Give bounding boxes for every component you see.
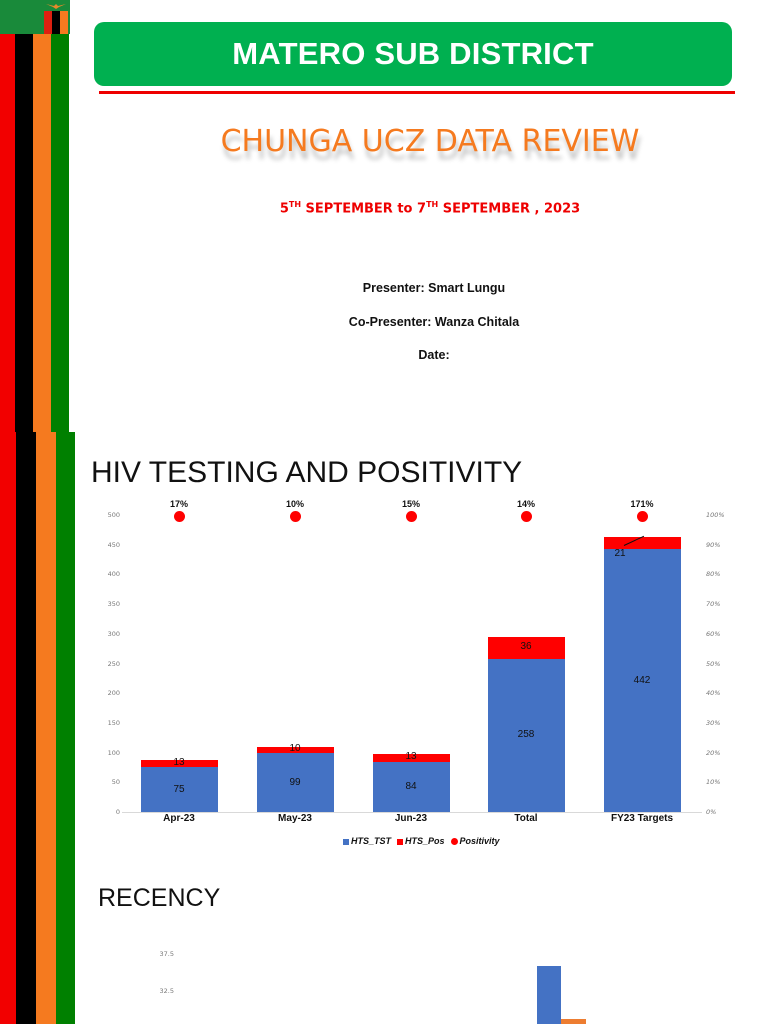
- bar-hts-pos: [372, 754, 450, 763]
- recency-bar-blue: [537, 966, 561, 1024]
- positivity-dot-icon: [637, 511, 648, 522]
- positivity-dot-icon: [406, 511, 417, 522]
- chart-legend: HTS_TST HTS_Pos Positivity: [343, 836, 500, 846]
- recency-y-tick: 32.5: [159, 987, 174, 995]
- zambia-flag-strip: [0, 0, 70, 432]
- flag-stripes: [0, 34, 70, 432]
- y-axis-left-tick: 200: [107, 689, 120, 698]
- presenter-name: Presenter: Smart Lungu: [362, 281, 506, 295]
- y-axis-right-tick: 40%: [706, 689, 721, 698]
- hts-pos-value: 21: [614, 548, 626, 560]
- legend-hts-pos: HTS_Pos: [397, 836, 445, 846]
- hts-tst-value: 442: [633, 674, 651, 686]
- flag-mini-red: [44, 11, 52, 34]
- y-axis-left-tick: 400: [107, 570, 120, 579]
- hts-pos-value: 13: [173, 756, 185, 768]
- review-dates: 5TH SEPTEMBER to 7TH SEPTEMBER , 2023: [279, 200, 581, 217]
- hts-tst-value: 99: [289, 776, 301, 788]
- legend-swatch-icon: [343, 838, 349, 845]
- bar-hts-pos: [603, 536, 681, 550]
- x-axis-line: [122, 812, 702, 813]
- presentation-subtitle: CHUNGA UCZ DATA REVIEW: [220, 124, 640, 159]
- positivity-dot-icon: [521, 511, 532, 522]
- bar-hts-tst: [372, 762, 450, 812]
- positivity-value: 17%: [169, 499, 188, 509]
- zambia-flag-strip: [0, 432, 75, 1024]
- y-axis-left-tick: 0: [115, 808, 120, 816]
- y-axis-left-tick: 500: [107, 511, 120, 519]
- recency-y-tick: 37.5: [159, 950, 174, 958]
- y-axis-left-tick: 250: [107, 659, 120, 668]
- x-axis-label: Apr-23: [163, 813, 195, 824]
- positivity-value: 171%: [630, 499, 654, 509]
- y-axis-left-tick: 300: [107, 629, 120, 638]
- hts-tst-value: 75: [173, 783, 185, 795]
- bar-hts-pos: [256, 747, 334, 754]
- hts-pos-value: 13: [405, 751, 417, 763]
- bar-hts-tst: [487, 658, 565, 812]
- bar-hts-pos: [140, 759, 218, 768]
- x-axis-label: Jun-23: [394, 813, 428, 824]
- y-axis-right-tick: 90%: [706, 540, 721, 549]
- recency-bar-orange: [561, 1019, 586, 1024]
- bar-hts-tst: [603, 549, 681, 812]
- eagle-icon: [46, 4, 66, 9]
- bar-hts-tst: [140, 767, 218, 812]
- legend-positivity: Positivity: [450, 836, 500, 846]
- positivity-value: 15%: [401, 499, 420, 509]
- slide-title: HIV TESTING AND POSITIVITY: [91, 456, 523, 489]
- legend-swatch-icon: [397, 838, 404, 845]
- hiv-testing-slide: HIV TESTING AND POSITIVITY 0 50 100 150 200 2…: [0, 432, 768, 1024]
- date-label: Date:: [418, 348, 450, 362]
- x-axis-label: Total: [514, 813, 538, 824]
- y-axis-left-tick: 100: [107, 748, 120, 757]
- y-axis-left-tick: 150: [107, 718, 120, 727]
- x-axis-label: FY23 Targets: [610, 813, 674, 824]
- co-presenter-name: Co-Presenter: Wanza Chitala: [348, 315, 520, 329]
- y-axis-right-tick: 50%: [706, 659, 721, 668]
- flag-mini-black: [52, 11, 60, 34]
- recency-title: RECENCY: [98, 884, 221, 912]
- y-axis-right-tick: 10%: [706, 778, 721, 787]
- flag-mini-orange: [60, 11, 68, 34]
- hts-tst-value: 258: [517, 729, 535, 741]
- y-axis-right-tick: 60%: [706, 629, 721, 638]
- legend-dot-icon: [450, 838, 458, 846]
- y-axis-right-tick: 100%: [706, 511, 725, 519]
- y-axis-left-tick: 450: [107, 540, 120, 549]
- y-axis-right-tick: 20%: [706, 748, 721, 757]
- y-axis-right-tick: 30%: [706, 718, 721, 727]
- y-axis-left-tick: 50: [111, 778, 120, 787]
- divider-line: [99, 91, 735, 94]
- y-axis-right-tick: 80%: [706, 570, 721, 579]
- hts-pos-value: 10: [289, 743, 301, 755]
- legend-hts-tst: HTS_TST: [343, 836, 391, 846]
- bar-hts-tst: [256, 753, 334, 812]
- bar-hts-pos: [487, 637, 565, 659]
- x-axis-label: May-23: [278, 813, 312, 824]
- positivity-dot-icon: [174, 511, 185, 522]
- y-axis-right-tick: 70%: [706, 600, 721, 609]
- banner-title: MATERO SUB DISTRICT: [94, 22, 732, 86]
- positivity-value: 10%: [285, 499, 304, 509]
- hts-pos-value: 36: [520, 641, 532, 653]
- y-axis-right-tick: 0%: [706, 808, 717, 816]
- hiv-testing-chart: 0 50 100 150 200 250 300 350 400 450 500 0% 10% 20% 30…: [0, 432, 768, 1024]
- y-axis-left-tick: 350: [107, 600, 120, 609]
- hts-tst-value: 84: [405, 781, 417, 793]
- positivity-dot-icon: [290, 511, 301, 522]
- title-slide: MATERO SUB DISTRICT CHUNGA UCZ DATA REVI…: [0, 0, 768, 432]
- positivity-value: 14%: [516, 499, 535, 509]
